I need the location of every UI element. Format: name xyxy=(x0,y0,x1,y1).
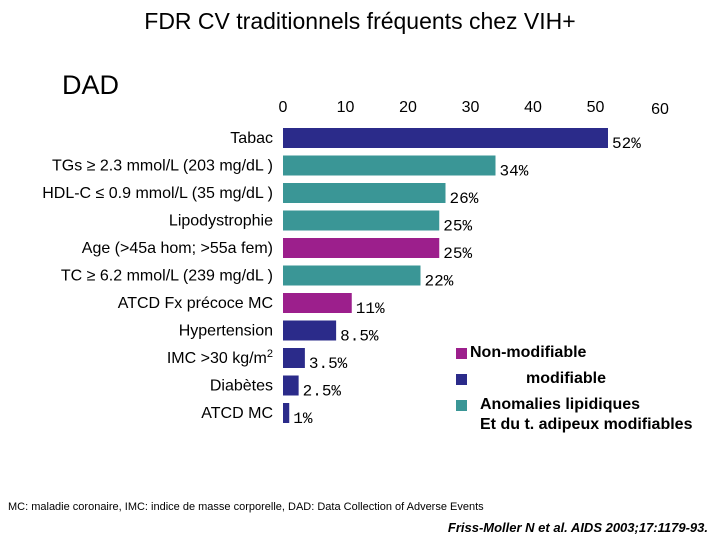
category-label: ATCD Fx précoce MC xyxy=(118,295,273,312)
bar xyxy=(283,348,305,368)
chart-title: FDR CV traditionnels fréquents chez VIH+ xyxy=(144,8,576,34)
category-label: TGs ≥ 2.3 mmol/L (203 mg/dL ) xyxy=(52,158,273,175)
category-label: TC ≥ 6.2 mmol/L (239 mg/dL ) xyxy=(61,268,273,285)
value-label: 8.5% xyxy=(340,328,379,346)
reference: Friss-Moller N et al. AIDS 2003;17:1179-… xyxy=(447,520,708,535)
legend-label-lipid-line2: Et du t. adipeux modifiables xyxy=(480,416,693,433)
value-label: 52% xyxy=(612,135,641,153)
bar xyxy=(283,320,337,341)
category-label: IMC >30 kg/m2 xyxy=(167,348,273,367)
bar xyxy=(283,293,352,313)
x-tick-label: 20 xyxy=(399,99,417,116)
category-label: Hypertension xyxy=(179,323,273,340)
x-tick-label: 50 xyxy=(587,99,605,116)
bar xyxy=(283,210,440,231)
bar xyxy=(283,183,446,203)
legend-swatch-nonmodifiable xyxy=(456,348,467,359)
category-label: Diabètes xyxy=(210,378,273,395)
bar xyxy=(283,403,290,423)
chart-subtitle: DAD xyxy=(62,70,120,100)
x-tick-label: 10 xyxy=(337,99,355,116)
bar xyxy=(283,128,608,148)
value-label: 1% xyxy=(293,410,313,428)
value-label: 11% xyxy=(356,300,385,318)
value-label: 2.5% xyxy=(303,383,342,401)
footnote: MC: maladie coronaire, IMC: indice de ma… xyxy=(8,501,484,513)
x-tick-label: 30 xyxy=(462,99,480,116)
category-label: ATCD MC xyxy=(201,405,273,422)
bar xyxy=(283,155,496,176)
bar xyxy=(283,265,421,286)
value-label: 3.5% xyxy=(309,355,348,373)
value-label: 26% xyxy=(450,190,479,208)
legend-label-nonmodifiable: Non-modifiable xyxy=(470,344,587,361)
category-label: Tabac xyxy=(230,130,273,147)
value-label: 25% xyxy=(443,218,472,236)
bar xyxy=(283,375,299,396)
value-label: 22% xyxy=(425,273,454,291)
value-label: 34% xyxy=(500,163,529,181)
x-tick-label: 0 xyxy=(279,99,288,116)
legend-label-lipid: Anomalies lipidiques xyxy=(480,396,641,413)
x-tick-label: 60 xyxy=(651,101,669,118)
legend-label-modifiable: modifiable xyxy=(526,370,607,387)
category-label: Lipodystrophie xyxy=(169,213,273,230)
legend-swatch-modifiable xyxy=(456,374,467,385)
category-label: Age (>45a hom; >55a fem) xyxy=(82,240,273,257)
legend-swatch-lipid xyxy=(456,400,467,411)
x-tick-label: 40 xyxy=(524,99,542,116)
value-label: 25% xyxy=(443,245,472,263)
category-label: HDL-C ≤ 0.9 mmol/L (35 mg/dL ) xyxy=(42,185,273,202)
bar xyxy=(283,238,440,258)
